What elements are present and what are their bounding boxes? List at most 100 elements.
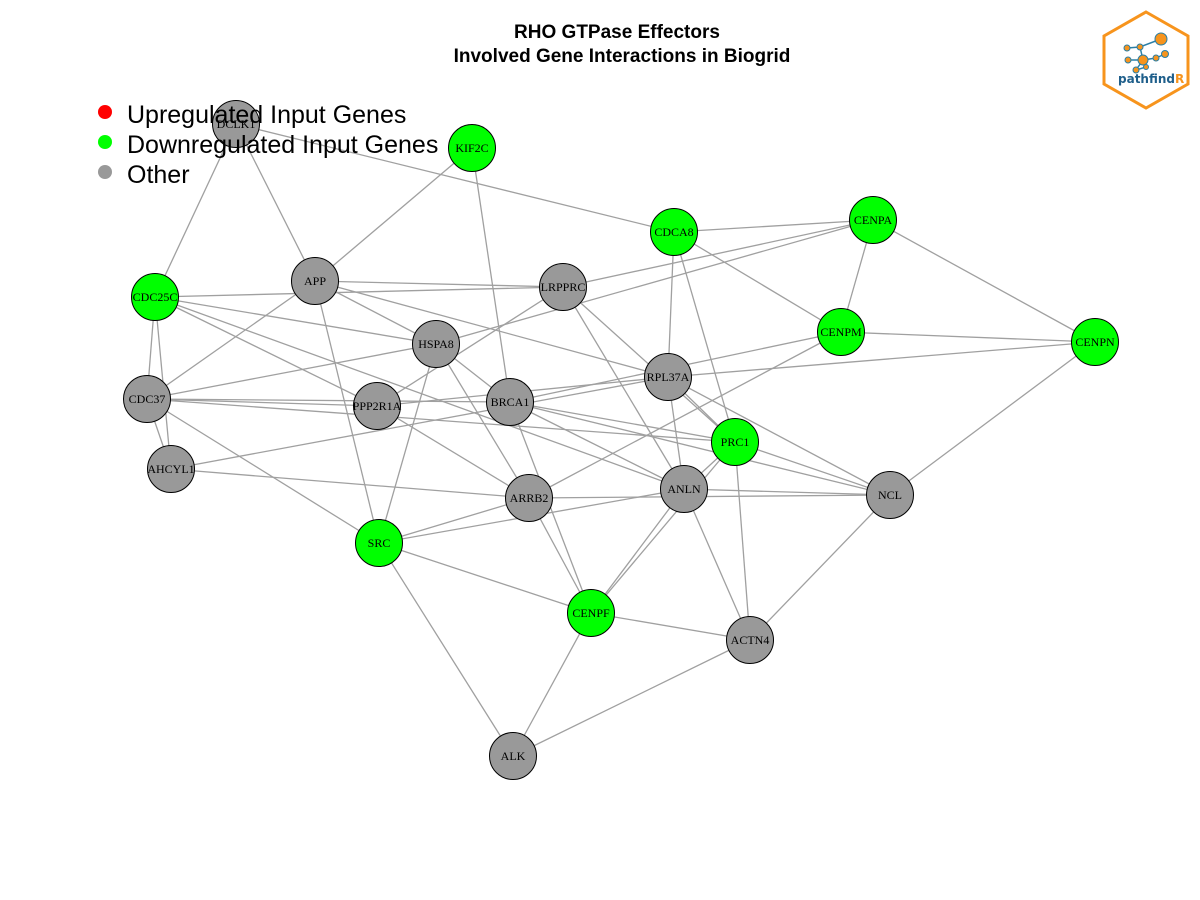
node-prc1[interactable]: PRC1 <box>711 418 759 466</box>
node-layer: DCLK1 KIF2C CDCA8 CENPA CDC25C APP LRPPRC CENPM… <box>123 100 1119 780</box>
node-label: ARRB2 <box>510 491 549 505</box>
node-cdc25c[interactable]: CDC25C <box>131 273 179 321</box>
node-ahcyl1[interactable]: AHCYL1 <box>147 445 195 493</box>
node-cenpf[interactable]: CENPF <box>567 589 615 637</box>
node-label: CENPA <box>854 213 893 227</box>
node-ppp2r1a[interactable]: PPP2R1A <box>353 382 402 430</box>
node-label: SRC <box>368 536 391 550</box>
node-circle <box>644 353 692 401</box>
node-label: PRC1 <box>721 435 750 449</box>
edge-actn4-alk <box>512 639 751 757</box>
legend-marker-downregulated <box>98 135 112 149</box>
logo-nodes <box>1123 32 1169 74</box>
node-lrpprc[interactable]: LRPPRC <box>539 263 587 311</box>
node-circle <box>660 465 708 513</box>
edge-src-cenpf <box>378 542 592 614</box>
node-circle <box>849 196 897 244</box>
edge-cdc25c-lrpprc <box>154 286 564 298</box>
node-rpl37a[interactable]: RPL37A <box>644 353 692 401</box>
edge-lrpprc-anln <box>562 286 685 490</box>
edge-layer <box>146 123 1096 757</box>
edge-rpl37a-ahcyl1 <box>170 376 669 470</box>
node-label: CDC37 <box>129 392 166 406</box>
logo-text-accent: R <box>1175 72 1184 86</box>
edge-brca1-anln <box>509 401 685 490</box>
chart-title-line2: Involved Gene Interactions in Biogrid <box>454 46 791 67</box>
edge-cdca8-cenpa <box>673 219 874 233</box>
node-label: AHCYL1 <box>147 462 194 476</box>
node-label: CENPN <box>1075 335 1115 349</box>
edge-src-alk <box>378 542 514 757</box>
node-circle <box>817 308 865 356</box>
edge-kif2c-brca1 <box>471 147 511 403</box>
legend-label-downregulated: Downregulated Input Genes <box>127 131 438 159</box>
logo-text: pathfindR <box>1118 72 1184 86</box>
node-cenpn[interactable]: CENPN <box>1071 318 1119 366</box>
node-cenpa[interactable]: CENPA <box>849 196 897 244</box>
node-arrb2[interactable]: ARRB2 <box>505 474 553 522</box>
edge-cdc37-prc1 <box>146 398 736 443</box>
edge-app-src <box>314 280 380 544</box>
node-brca1[interactable]: BRCA1 <box>486 378 534 426</box>
edge-app-cdc37 <box>146 280 316 400</box>
node-alk[interactable]: ALK <box>489 732 537 780</box>
node-label: RPL37A <box>647 370 690 384</box>
node-circle <box>866 471 914 519</box>
edge-cenpa-lrpprc <box>562 219 874 288</box>
chart-title-line1: RHO GTPase Effectors <box>514 22 720 43</box>
edge-cdc37-brca1 <box>146 398 511 403</box>
node-cdc37[interactable]: CDC37 <box>123 375 171 423</box>
edge-lrpprc-ppp2r1a <box>376 286 564 407</box>
node-circle <box>355 519 403 567</box>
node-circle <box>539 263 587 311</box>
edge-app-rpl37a <box>314 280 669 378</box>
edge-ncl-actn4 <box>749 494 891 641</box>
legend-label-other: Other <box>127 161 190 189</box>
node-app[interactable]: APP <box>291 257 339 305</box>
node-ncl[interactable]: NCL <box>866 471 914 519</box>
node-circle <box>147 445 195 493</box>
edge-cdc25c-hspa8 <box>154 296 437 345</box>
node-circle <box>726 616 774 664</box>
node-actn4[interactable]: ACTN4 <box>726 616 774 664</box>
node-dclk1[interactable]: DCLK1 <box>212 100 260 148</box>
edge-arrb2-ncl <box>528 494 891 499</box>
edge-cenpm-arrb2 <box>528 331 842 499</box>
edge-prc1-ncl <box>734 441 891 496</box>
node-label: CENPM <box>820 325 862 339</box>
node-circle <box>212 100 260 148</box>
edge-brca1-ncl <box>509 401 891 496</box>
node-hspa8[interactable]: HSPA8 <box>412 320 460 368</box>
node-label: PPP2R1A <box>353 399 402 413</box>
node-label: ANLN <box>667 482 701 496</box>
node-label: BRCA1 <box>491 395 530 409</box>
node-label: KIF2C <box>455 141 488 155</box>
edge-cenpn-ncl <box>889 341 1096 496</box>
node-label: ACTN4 <box>731 633 770 647</box>
node-circle <box>448 124 496 172</box>
node-circle <box>567 589 615 637</box>
edge-hspa8-cdc37 <box>146 343 437 400</box>
edge-cenpa-hspa8 <box>435 219 874 345</box>
edge-anln-cenpf <box>590 488 685 614</box>
edge-cenpf-actn4 <box>590 612 751 641</box>
edge-dclk1-cdca8 <box>235 123 675 233</box>
legend-marker-other <box>98 165 112 179</box>
edge-cdc37-ppp2r1a <box>146 398 378 407</box>
node-src[interactable]: SRC <box>355 519 403 567</box>
node-cenpm[interactable]: CENPM <box>817 308 865 356</box>
edge-hspa8-src <box>378 343 437 544</box>
node-anln[interactable]: ANLN <box>660 465 708 513</box>
node-circle <box>412 320 460 368</box>
node-cdca8[interactable]: CDCA8 <box>650 208 698 256</box>
edge-cenpm-cenpn <box>840 331 1096 343</box>
node-label: LRPPRC <box>541 280 586 294</box>
edge-brca1-prc1 <box>509 401 736 443</box>
node-circle <box>711 418 759 466</box>
node-kif2c[interactable]: KIF2C <box>448 124 496 172</box>
legend-label-upregulated: Upregulated Input Genes <box>127 101 406 129</box>
node-circle <box>291 257 339 305</box>
edge-cdca8-rpl37a <box>667 231 675 378</box>
edge-anln-ncl <box>683 488 891 496</box>
